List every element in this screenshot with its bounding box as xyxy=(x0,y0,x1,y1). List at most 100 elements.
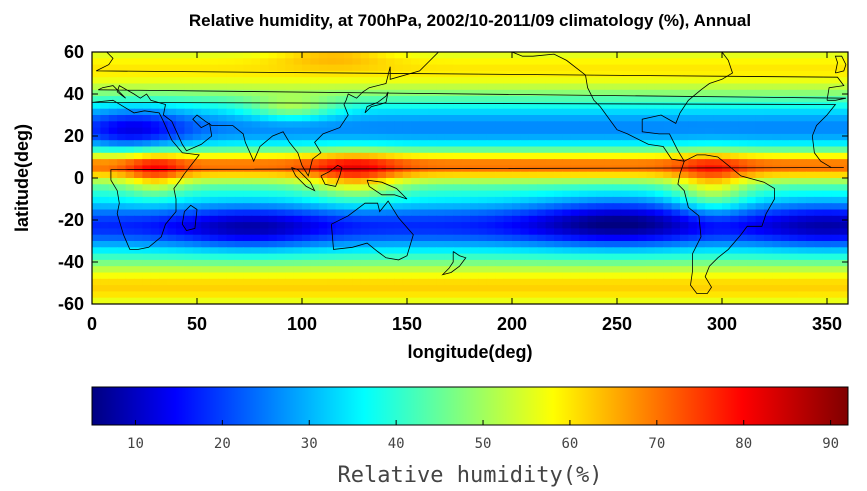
heatmap-cell xyxy=(134,215,143,223)
heatmap-cell xyxy=(806,291,815,299)
heatmap-cell xyxy=(814,108,824,116)
heatmap-cell xyxy=(453,259,463,267)
heatmap-cell xyxy=(108,102,118,110)
heatmap-cell xyxy=(327,215,337,223)
heatmap-cell xyxy=(604,152,614,160)
heatmap-cell xyxy=(352,178,362,185)
heatmap-cell xyxy=(596,285,605,292)
heatmap-cell xyxy=(234,291,244,299)
heatmap-cell xyxy=(436,133,446,141)
heatmap-cell xyxy=(596,133,605,141)
heatmap-cell xyxy=(638,247,647,255)
heatmap-cell xyxy=(369,253,379,261)
heatmap-cell xyxy=(680,247,689,255)
heatmap-cell xyxy=(562,203,572,211)
uk-coastline xyxy=(834,55,847,74)
heatmap-cell xyxy=(209,58,219,66)
x-tick-label: 300 xyxy=(707,314,737,334)
heatmap-cell xyxy=(327,64,337,72)
heatmap-cell xyxy=(570,291,580,299)
heatmap-cell xyxy=(411,222,421,229)
heatmap-cell xyxy=(453,241,463,248)
heatmap-cell xyxy=(495,83,505,91)
heatmap-cell xyxy=(486,146,496,154)
heatmap-cell xyxy=(226,152,236,160)
heatmap-cell xyxy=(806,266,815,274)
heatmap-cell xyxy=(369,52,379,59)
heatmap-cell xyxy=(134,196,143,204)
heatmap-cell xyxy=(587,152,597,160)
heatmap-cell xyxy=(663,291,673,299)
heatmap-cell xyxy=(806,190,815,198)
heatmap-cell xyxy=(713,297,723,304)
heatmap-cell xyxy=(654,127,664,135)
heatmap-cell xyxy=(159,297,169,304)
heatmap-cell xyxy=(671,52,681,59)
heatmap-cell xyxy=(302,83,311,91)
heatmap-cell xyxy=(276,89,286,97)
heatmap-cell xyxy=(579,83,589,91)
heatmap-cell xyxy=(612,165,622,173)
heatmap-cell xyxy=(268,209,278,217)
heatmap-cell xyxy=(360,96,370,103)
heatmap-cell xyxy=(218,291,227,299)
heatmap-cell xyxy=(646,297,656,304)
heatmap-cell xyxy=(150,203,160,211)
heatmap-cell xyxy=(663,127,673,135)
heatmap-cell xyxy=(671,146,681,154)
heatmap-cell xyxy=(520,121,530,129)
heatmap-cell xyxy=(621,127,631,135)
x-axis-label: longitude(deg) xyxy=(408,342,533,362)
heatmap-cell xyxy=(470,241,479,248)
heatmap-cell xyxy=(528,102,538,110)
heatmap-cell xyxy=(780,203,790,211)
colorbar: 10 20 30 40 50 60 70 80 90 Relative humidity(%) xyxy=(91,386,849,488)
heatmap-cell xyxy=(545,108,555,116)
heatmap-cell xyxy=(209,64,219,72)
heatmap-cell xyxy=(243,297,253,304)
heatmap-cell xyxy=(159,278,169,286)
heatmap-cell xyxy=(293,203,303,211)
heatmap-cell xyxy=(680,241,689,248)
heatmap-cell xyxy=(579,96,589,103)
heatmap-cell xyxy=(310,228,320,236)
heatmap-cell xyxy=(780,127,790,135)
heatmap-cell xyxy=(285,203,295,211)
heatmap-cell xyxy=(369,222,379,229)
heatmap-cell xyxy=(327,247,337,255)
heatmap-cell xyxy=(402,102,412,110)
heatmap-cell xyxy=(302,171,311,179)
heatmap-cell xyxy=(730,285,740,292)
heatmap-cell xyxy=(696,234,706,242)
heatmap-cell xyxy=(318,127,328,135)
heatmap-cell xyxy=(495,266,505,274)
heatmap-cell xyxy=(747,241,757,248)
heatmap-cell xyxy=(142,228,152,236)
heatmap-cell xyxy=(285,152,295,160)
heatmap-cell xyxy=(780,291,790,299)
heatmap-cell xyxy=(696,253,706,261)
heatmap-cell xyxy=(444,285,454,292)
heatmap-cell xyxy=(218,234,227,242)
heatmap-cell xyxy=(386,171,395,179)
heatmap-cell xyxy=(142,241,152,248)
heatmap-cell xyxy=(461,83,471,91)
heatmap-cell xyxy=(167,285,177,292)
heatmap-cell xyxy=(554,253,563,261)
heatmap-cell xyxy=(503,133,513,141)
heatmap-cell xyxy=(436,178,446,185)
heatmap-cell xyxy=(167,241,177,248)
heatmap-cell xyxy=(806,159,815,166)
heatmap-cell xyxy=(310,89,320,97)
heatmap-cell xyxy=(688,159,698,166)
heatmap-cell xyxy=(436,102,446,110)
heatmap-cell xyxy=(562,228,572,236)
heatmap-cell xyxy=(738,178,748,185)
heatmap-cell xyxy=(486,228,496,236)
heatmap-cell xyxy=(486,190,496,198)
heatmap-cell xyxy=(192,77,202,85)
heatmap-cell xyxy=(596,215,605,223)
heatmap-cell xyxy=(663,178,673,185)
heatmap-cell xyxy=(150,241,160,248)
heatmap-cell xyxy=(428,253,437,261)
